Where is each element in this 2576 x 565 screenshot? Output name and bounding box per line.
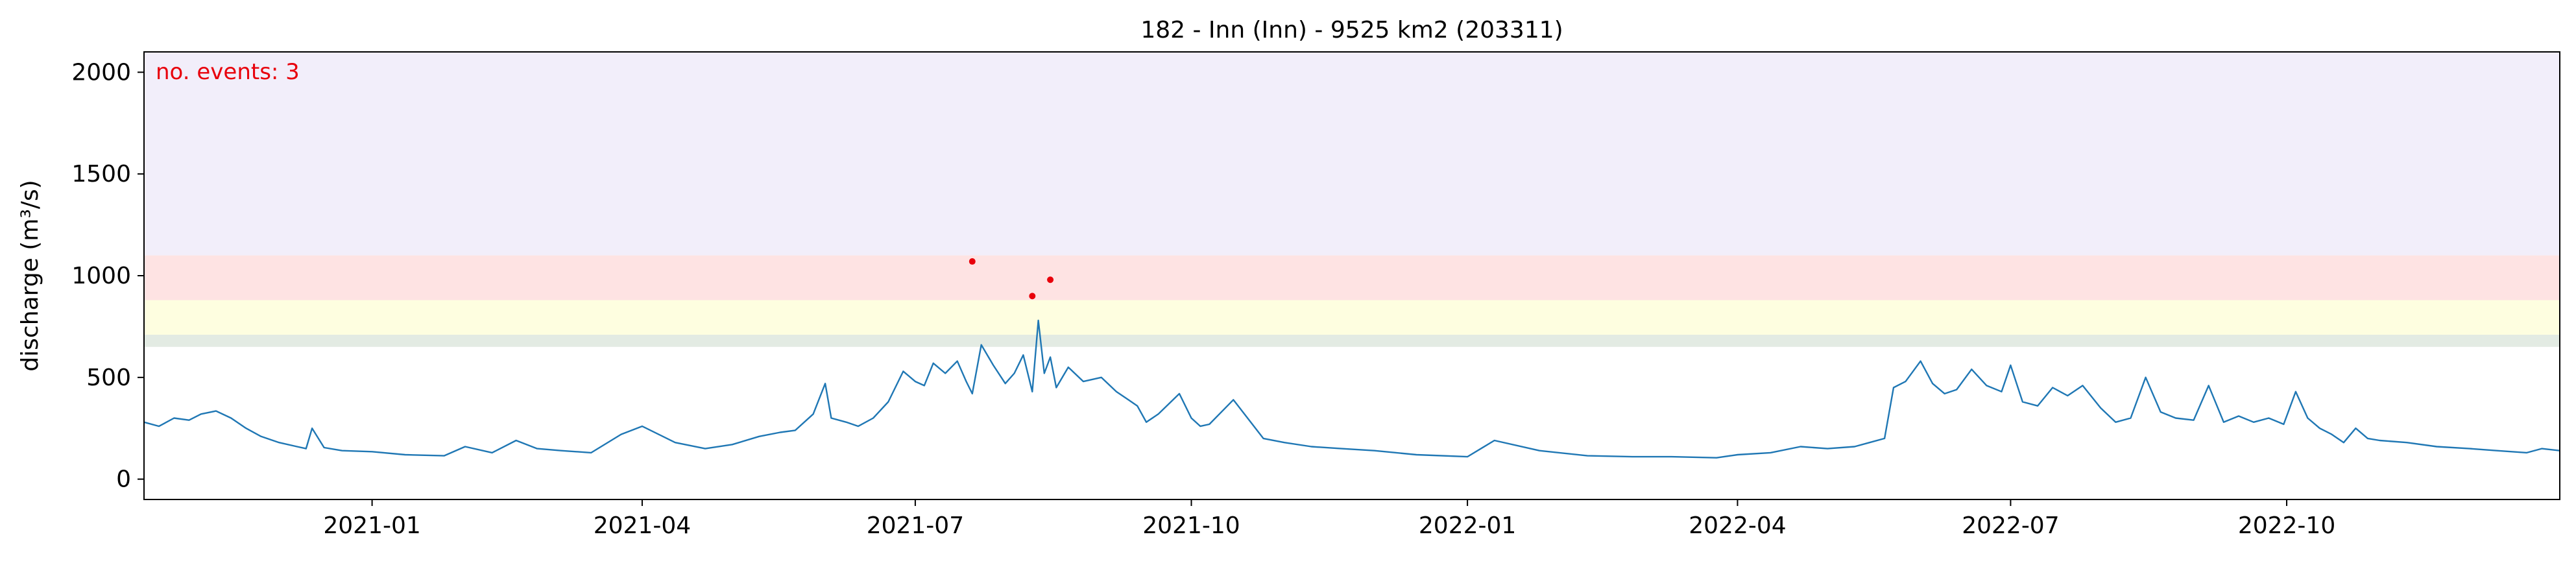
x-tick-label: 2022-07: [1962, 512, 2059, 539]
y-axis-label: discharge (m³/s): [17, 180, 43, 371]
y-axis: 0 500 1000 1500 2000: [71, 59, 144, 493]
event-marker-2: [1047, 276, 1054, 283]
threshold-band-2: [144, 255, 2560, 300]
x-tick-label: 2021-04: [594, 512, 691, 539]
threshold-band-0: [144, 334, 2560, 347]
x-tick-label: 2022-04: [1689, 512, 1786, 539]
threshold-band-1: [144, 300, 2560, 335]
y-tick-label: 1500: [71, 161, 131, 187]
threshold-band-3: [144, 52, 2560, 256]
x-tick-label: 2022-01: [1419, 512, 1516, 539]
x-axis: 2021-01 2021-04 2021-07 2021-10 2022-01 2022-…: [323, 499, 2335, 539]
x-tick-label: 2021-01: [323, 512, 420, 539]
y-tick-label: 500: [86, 365, 131, 391]
event-markers: [969, 258, 1054, 300]
x-tick-label: 2021-10: [1142, 512, 1240, 539]
x-tick-label: 2022-10: [2238, 512, 2335, 539]
discharge-series-line: [143, 319, 2560, 459]
chart-title: 182 - Inn (Inn) - 9525 km2 (203311): [1140, 17, 1563, 43]
series-layer: [143, 319, 2560, 459]
event-marker-0: [969, 258, 976, 265]
x-tick-label: 2021-07: [867, 512, 964, 539]
event-marker-1: [1029, 293, 1036, 300]
y-tick-label: 0: [116, 466, 131, 493]
y-tick-label: 2000: [71, 59, 131, 86]
y-tick-label: 1000: [71, 263, 131, 289]
event-count-annotation: no. events: 3: [156, 59, 300, 85]
threshold-bands: [144, 52, 2560, 347]
